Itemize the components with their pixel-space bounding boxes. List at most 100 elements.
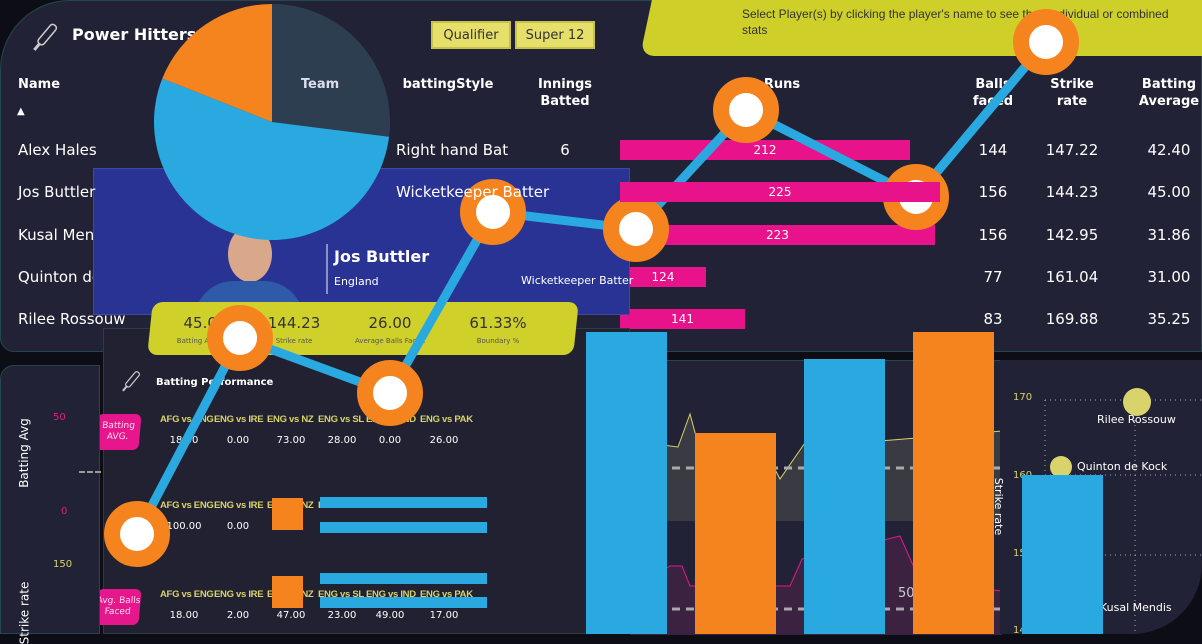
col-batting-average[interactable]: Batting Average [1138, 77, 1200, 109]
runs-bar: 124 [620, 267, 706, 287]
stat-value: 26.00 [368, 314, 412, 332]
strike-rate-cell: 169.88 [1045, 310, 1099, 328]
match-header: AFG vs ENG [160, 500, 214, 511]
cricket-bat-icon [122, 371, 141, 392]
match-value: 49.00 [375, 610, 405, 621]
stat-label: Average Balls Faced [354, 337, 426, 345]
pie-slice-1 [153, 78, 390, 241]
match-value: 18.00 [169, 610, 199, 621]
overlay-square [272, 576, 303, 608]
match-value: 0.00 [378, 435, 402, 446]
overlay-bar [320, 522, 487, 533]
chart-label: 50 [898, 586, 915, 601]
col-team[interactable]: Team [300, 77, 340, 92]
line-point-4 [603, 196, 669, 262]
player-name: Jos Buttler [334, 247, 430, 266]
runs-bar: 223 [620, 225, 935, 245]
col-runs[interactable]: Runs [763, 77, 801, 92]
match-header: AFG vs ENG [160, 414, 214, 425]
bar-4 [1022, 475, 1103, 634]
left-chart-panel: Batting Avg 50 0 150 Strike rate [0, 365, 101, 644]
line-point-2 [357, 360, 423, 426]
balls-cell: 77 [983, 268, 1003, 286]
match-value: 0.00 [226, 521, 250, 532]
cricket-bat-icon [33, 23, 58, 51]
point-label[interactable]: Rilee Rossouw [1097, 413, 1176, 426]
match-header: ENG vs SL [318, 414, 364, 425]
balls-cell: 144 [978, 141, 1008, 159]
avg-cell: 31.00 [1147, 268, 1191, 286]
stat-label: Boundary % [476, 337, 520, 345]
line-point-1 [207, 305, 273, 371]
balls-cell: 156 [978, 226, 1008, 244]
filter-qualifier-button[interactable]: Qualifier [431, 21, 511, 49]
match-header: ENG vs PAK [420, 589, 473, 600]
col-innings[interactable]: Innings Batted [537, 77, 593, 109]
match-header: ENG vs SL [318, 589, 364, 600]
match-header: ENG vs IRE [214, 414, 264, 425]
match-value: 26.00 [429, 435, 459, 446]
stat-label: Batting Average [176, 337, 234, 345]
player-name-cell[interactable]: Kusal Mendis [18, 226, 116, 244]
match-header: AFG vs ENG [160, 589, 214, 600]
stat-label: Strike rate [275, 337, 313, 345]
line-point-7 [1013, 9, 1079, 75]
scatter-point [1050, 456, 1072, 478]
match-value: 2.00 [226, 610, 250, 621]
overlay-bar [320, 597, 487, 608]
match-header: ENG vs IRE [214, 589, 264, 600]
sort-asc-icon[interactable]: ▲ [17, 106, 25, 117]
line-point-0 [104, 501, 170, 567]
filter-super12-button[interactable]: Super 12 [515, 21, 595, 49]
match-value: 28.00 [327, 435, 357, 446]
balls-cell: 83 [983, 310, 1003, 328]
player-name-cell[interactable]: Alex Hales [18, 141, 97, 159]
match-header: ENG vs IRE [214, 500, 264, 511]
line-point-5 [713, 77, 779, 143]
tick: 50 [53, 412, 66, 423]
overlay-square [272, 498, 303, 530]
match-value: 23.00 [327, 610, 357, 621]
batting-style-cell: Right hand Bat [396, 141, 509, 159]
player-role: Wicketkeeper Batter [521, 274, 634, 287]
match-value: 17.00 [429, 610, 459, 621]
strike-rate-cell: 142.95 [1045, 226, 1099, 244]
innings-cell: 6 [560, 141, 570, 159]
match-value: 0.00 [226, 435, 250, 446]
bar-3 [913, 332, 994, 634]
pie-slice-0 [272, 4, 391, 137]
avg-cell: 31.86 [1147, 226, 1191, 244]
tick: 0 [61, 506, 68, 517]
match-value: 47.00 [276, 610, 306, 621]
match-value: 73.00 [276, 435, 306, 446]
divider [326, 244, 328, 294]
avg-line [79, 471, 101, 473]
scatter-point [1123, 388, 1151, 416]
match-header: ENG vs IND [366, 589, 416, 600]
scatter-grid [1044, 388, 1202, 634]
match-value: 100.00 [166, 521, 202, 532]
line-point-3 [460, 179, 526, 245]
table-row[interactable]: Kusal Mendis 223 156 142.95 31.86 [0, 214, 1202, 256]
stat-value: 61.33% [469, 314, 527, 332]
tick: 170 [1013, 392, 1033, 403]
col-batting-style[interactable]: battingStyle [402, 77, 494, 92]
bar-1 [695, 433, 776, 634]
point-label[interactable]: Quinton de Kock [1077, 460, 1168, 473]
match-header: ENG vs PAK [420, 414, 473, 425]
avg-cell: 35.25 [1147, 310, 1191, 328]
col-strike-rate[interactable]: Strike rate [1050, 77, 1094, 109]
player-team: England [334, 275, 379, 288]
col-name[interactable]: Name [18, 77, 61, 92]
match-header: ENG vs NZ [267, 414, 314, 425]
point-label[interactable]: Kusal Mendis [1100, 601, 1172, 614]
pie-slice-2 [162, 4, 272, 122]
overlay-bar [320, 573, 487, 584]
strike-rate-cell: 161.04 [1045, 268, 1099, 286]
tick: 150 [53, 559, 73, 570]
overlay-bar [320, 497, 487, 508]
bar-2 [804, 359, 885, 634]
avg-cell: 42.40 [1147, 141, 1191, 159]
bar-0 [586, 332, 667, 634]
